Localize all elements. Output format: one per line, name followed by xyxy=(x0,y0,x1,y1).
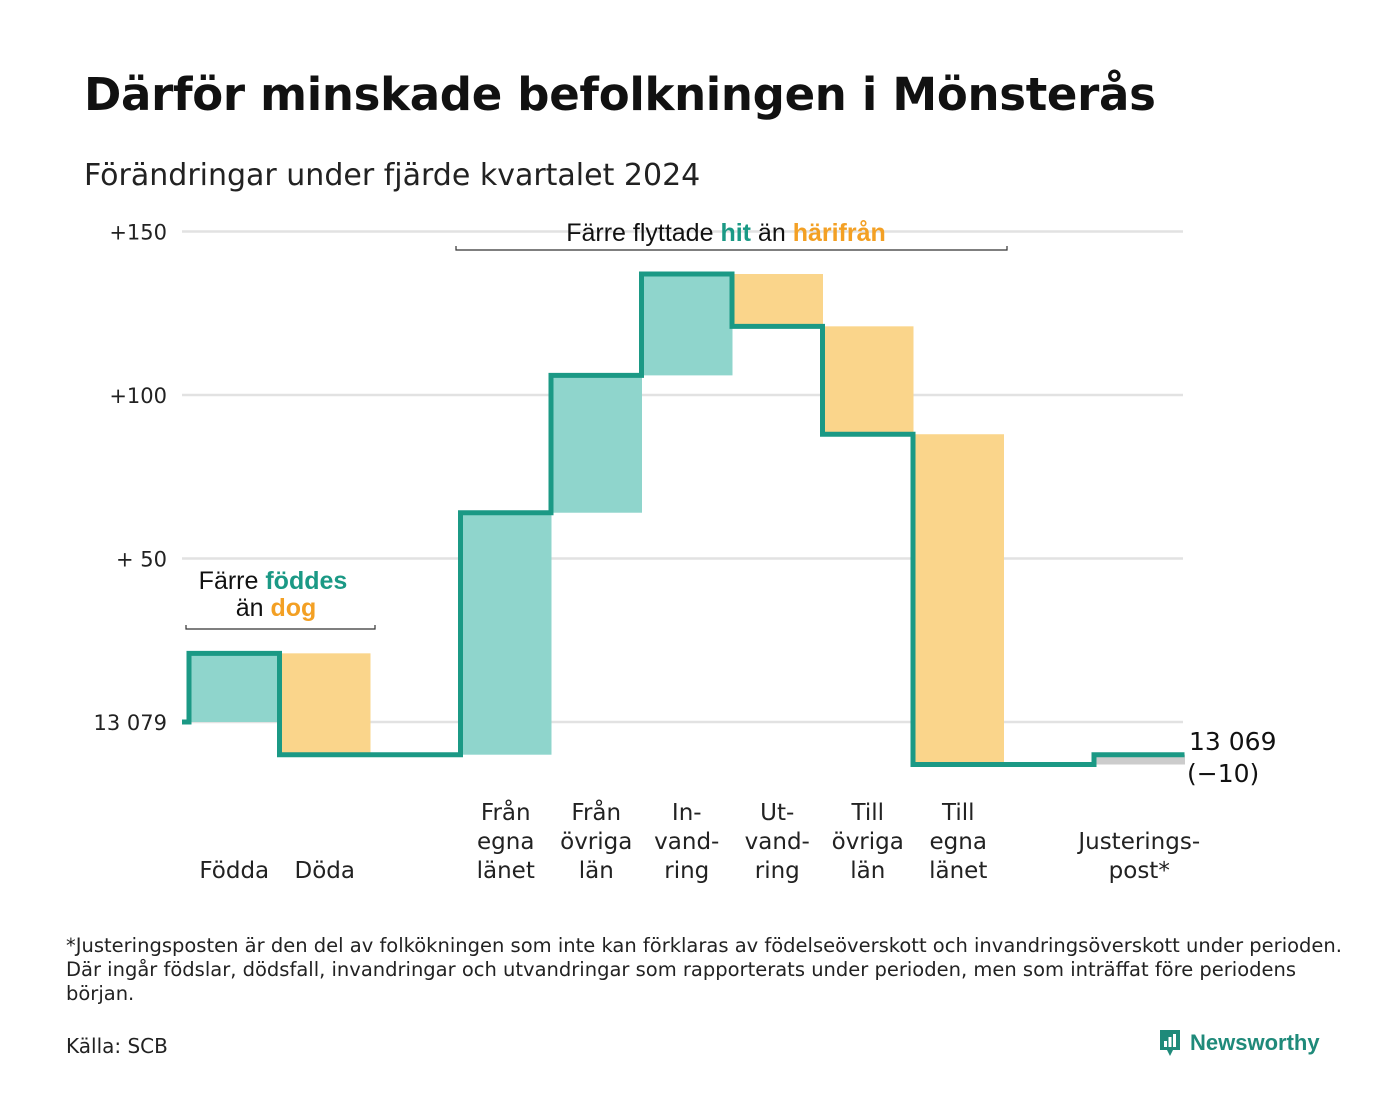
newsworthy-logo: Newsworthy xyxy=(1158,1028,1320,1058)
cumulative-step-line xyxy=(182,271,1185,768)
bar-0 xyxy=(189,653,280,722)
bar-1 xyxy=(279,653,371,755)
category-label-1: Döda xyxy=(295,858,355,884)
births-annotation-line2: än dog xyxy=(236,594,317,622)
bar-7 xyxy=(822,326,914,435)
y-tick-label-0: 13 079 xyxy=(94,711,167,735)
migration-annotation: Färre flyttade hit än härifrån xyxy=(566,219,886,247)
bar-6 xyxy=(732,274,823,327)
category-label-8: Till egna länet xyxy=(929,800,987,884)
category-label-6: Ut-vand-ring xyxy=(745,800,810,884)
footnote: *Justeringsposten är den del av folkökni… xyxy=(66,934,1342,1005)
category-label-0: Födda xyxy=(199,858,269,884)
newsworthy-icon xyxy=(1160,1030,1180,1056)
chart-title: Därför minskade befolkningen i Mönsterås xyxy=(84,68,1156,121)
bar-4 xyxy=(551,375,642,513)
category-label-4: Från övriga län xyxy=(560,798,632,884)
migration-annotation-bracket xyxy=(455,246,1008,251)
category-label-5: In-vand-ring xyxy=(654,800,719,884)
y-tick-label-3: +150 xyxy=(109,221,167,245)
end-value-label: 13 069 xyxy=(1189,727,1276,756)
chart-subtitle: Förändringar under fjärde kvartalet 2024 xyxy=(84,158,701,193)
end-change-label: (−10) xyxy=(1187,759,1259,788)
births-annotation-bracket xyxy=(185,625,376,630)
category-label-10: Justerings-post* xyxy=(1076,829,1200,884)
category-label-3: Från egna länet xyxy=(477,798,535,884)
births-annotation-line1: Färre föddes xyxy=(199,567,348,595)
y-tick-label-1: + 50 xyxy=(116,548,167,572)
brand-name: Newsworthy xyxy=(1190,1030,1320,1055)
waterfall-chart: 13 079 + 50 +100 +150 Födda Döda Från egna länet… xyxy=(94,219,1277,884)
source-note: Källa: SCB xyxy=(66,1034,168,1058)
category-label-7: Till övriga län xyxy=(832,800,904,884)
y-tick-label-2: +100 xyxy=(109,384,167,408)
bar-8 xyxy=(913,434,1004,765)
bar-10 xyxy=(1094,754,1185,765)
bar-5 xyxy=(641,274,733,376)
bar-3 xyxy=(460,512,552,755)
